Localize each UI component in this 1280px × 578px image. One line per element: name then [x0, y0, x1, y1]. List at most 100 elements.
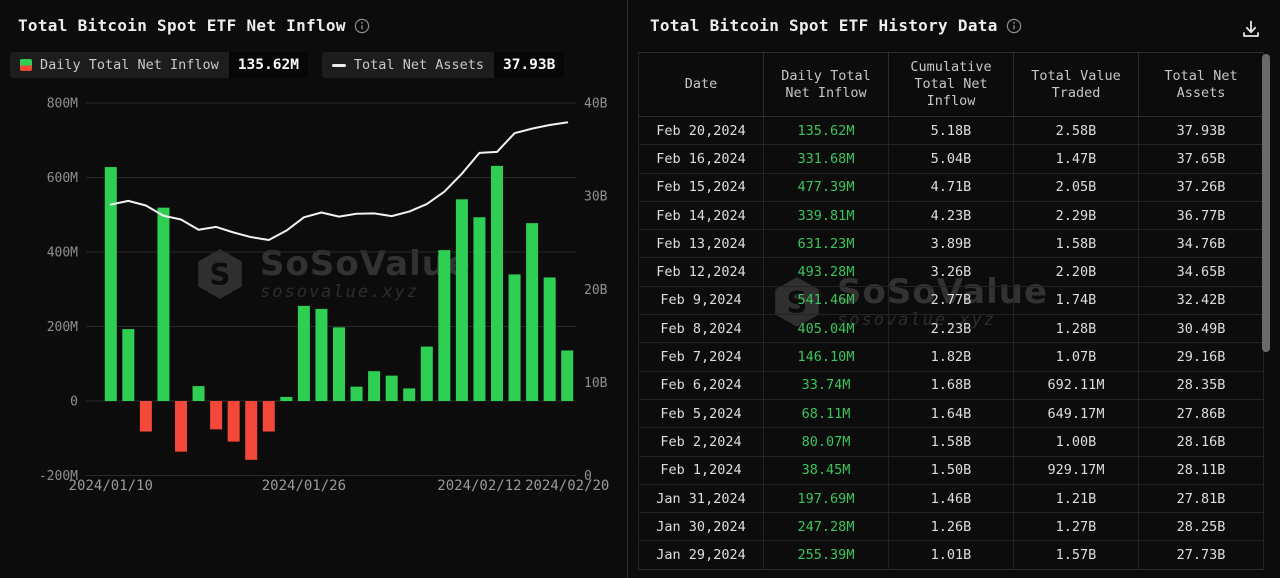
table-cell: Feb 6,2024	[638, 370, 764, 400]
right-axis-tick: 20B	[584, 283, 608, 298]
daily-net-inflow-bar[interactable]	[350, 386, 363, 401]
daily-net-inflow-bar[interactable]	[104, 167, 117, 401]
table-cell: 37.65B	[1138, 144, 1264, 174]
table-cell: 5.04B	[888, 144, 1014, 174]
table-cell: Jan 29,2024	[638, 540, 764, 570]
daily-net-inflow-bar[interactable]	[175, 401, 187, 452]
table-cell: 34.65B	[1138, 257, 1264, 287]
table-cell: 2.77B	[888, 285, 1014, 315]
table-cell: 1.01B	[888, 540, 1014, 570]
table-cell: 28.11B	[1138, 455, 1264, 485]
daily-net-inflow-cell: 477.39M	[763, 172, 889, 202]
daily-net-inflow-cell: 33.74M	[763, 370, 889, 400]
daily-net-inflow-bar[interactable]	[508, 274, 521, 401]
table-cell: 37.93B	[1138, 115, 1264, 145]
daily-net-inflow-bar[interactable]	[561, 350, 574, 401]
daily-net-inflow-bar[interactable]	[491, 165, 503, 401]
legend-label: Daily Total Net Inflow	[40, 57, 219, 73]
net-inflow-combo-chart[interactable]: 800M600M400M200M0-200M40B30B20B10B02024/…	[0, 0, 628, 578]
daily-net-inflow-bar[interactable]	[543, 277, 556, 401]
daily-net-inflow-cell: 146.10M	[763, 342, 889, 372]
daily-net-inflow-bar[interactable]	[227, 401, 240, 442]
daily-net-inflow-cell: 631.23M	[763, 229, 889, 258]
legend-value: 135.62M	[228, 52, 308, 78]
table-cell: 4.23B	[888, 200, 1014, 230]
legend-total-net-assets[interactable]: Total Net Assets 37.93B	[321, 52, 565, 78]
daily-net-inflow-bar[interactable]	[157, 207, 170, 401]
table-cell: 3.26B	[888, 257, 1014, 287]
daily-net-inflow-bar[interactable]	[333, 327, 345, 401]
history-table: Date Daily Total Net Inflow Cumulative Tot…	[638, 52, 1264, 570]
daily-net-inflow-bar[interactable]	[526, 223, 539, 401]
table-cell: 27.86B	[1138, 398, 1264, 428]
legend-item-main: Daily Total Net Inflow	[10, 52, 229, 78]
daily-net-inflow-bar[interactable]	[385, 375, 398, 401]
table-cell: Feb 20,2024	[638, 115, 764, 145]
legend-daily-net-inflow[interactable]: Daily Total Net Inflow 135.62M	[10, 52, 308, 78]
daily-net-inflow-bar[interactable]	[315, 308, 328, 401]
table-row: Feb 1,2024 38.45M 1.50B 929.17M 28.11B	[638, 455, 1264, 485]
daily-net-inflow-cell: 405.04M	[763, 314, 889, 343]
table-cell: 5.18B	[888, 115, 1014, 145]
daily-net-inflow-bar[interactable]	[438, 250, 451, 401]
table-cell: 34.76B	[1138, 229, 1264, 258]
table-cell: 27.81B	[1138, 483, 1264, 513]
right-axis-tick: 10B	[584, 376, 608, 391]
daily-net-inflow-bar[interactable]	[192, 386, 205, 401]
table-cell: 1.07B	[1013, 342, 1139, 372]
net-inflow-chart-panel: Total Bitcoin Spot ETF Net Inflow Daily …	[0, 0, 628, 578]
table-row: Feb 8,2024 405.04M 2.23B 1.28B 30.49B	[638, 314, 1264, 343]
daily-net-inflow-cell: 197.69M	[763, 483, 889, 513]
x-axis-tick: 2024/01/26	[262, 478, 346, 494]
table-cell: 36.77B	[1138, 200, 1264, 230]
total-net-assets-line	[109, 121, 569, 241]
table-cell: 1.27B	[1013, 512, 1139, 541]
daily-net-inflow-bar[interactable]	[420, 346, 433, 401]
left-axis-tick: 200M	[47, 320, 78, 335]
table-row: Feb 6,2024 33.74M 1.68B 692.11M 28.35B	[638, 370, 1264, 400]
download-icon[interactable]	[1238, 16, 1264, 42]
table-cell: 29.16B	[1138, 342, 1264, 372]
table-cell: 1.58B	[1013, 229, 1139, 258]
chart-title: Total Bitcoin Spot ETF Net Inflow	[18, 16, 346, 35]
bar-series-icon	[20, 59, 32, 71]
table-cell: 1.57B	[1013, 540, 1139, 570]
table-cell: 30.49B	[1138, 314, 1264, 343]
daily-net-inflow-bar[interactable]	[245, 401, 258, 460]
table-cell: 28.25B	[1138, 512, 1264, 541]
daily-net-inflow-bar[interactable]	[210, 401, 223, 430]
table-row: Jan 31,2024 197.69M 1.46B 1.21B 27.81B	[638, 483, 1264, 513]
daily-net-inflow-bar[interactable]	[473, 217, 486, 401]
daily-net-inflow-bar[interactable]	[280, 396, 293, 401]
history-table-wrap: Date Daily Total Net Inflow Cumulative Tot…	[638, 52, 1264, 570]
right-axis-tick: 40B	[584, 97, 608, 112]
daily-net-inflow-cell: 541.46M	[763, 285, 889, 315]
daily-net-inflow-bar[interactable]	[297, 305, 310, 401]
info-icon[interactable]	[1006, 18, 1022, 34]
daily-net-inflow-bar[interactable]	[368, 371, 381, 401]
table-cell: 28.35B	[1138, 370, 1264, 400]
table-cell: 1.46B	[888, 483, 1014, 513]
line-series-icon	[331, 63, 346, 67]
x-axis-tick: 2024/01/10	[69, 478, 153, 494]
daily-net-inflow-bar[interactable]	[455, 199, 468, 401]
left-axis-tick: 600M	[47, 171, 78, 186]
chart-legend: Daily Total Net Inflow 135.62M Total Net…	[10, 52, 565, 78]
table-cell: 1.28B	[1013, 314, 1139, 343]
info-icon[interactable]	[354, 18, 370, 34]
daily-net-inflow-bar[interactable]	[403, 388, 416, 401]
table-cell: Jan 30,2024	[638, 512, 764, 541]
legend-item-main: Total Net Assets	[322, 52, 494, 78]
table-cell: Feb 7,2024	[638, 342, 764, 372]
daily-net-inflow-bar[interactable]	[139, 401, 152, 432]
table-scrollbar-thumb[interactable]	[1262, 54, 1270, 352]
table-column-header: Daily Total Net Inflow	[763, 52, 889, 117]
daily-net-inflow-bar[interactable]	[122, 329, 135, 401]
chart-title-row: Total Bitcoin Spot ETF Net Inflow	[18, 16, 370, 35]
daily-net-inflow-cell: 38.45M	[763, 455, 889, 485]
table-cell: 1.21B	[1013, 483, 1139, 513]
table-cell: Feb 15,2024	[638, 172, 764, 202]
right-axis-tick: 30B	[584, 190, 608, 205]
x-axis-tick: 2024/02/12	[437, 478, 521, 494]
daily-net-inflow-bar[interactable]	[262, 401, 275, 432]
